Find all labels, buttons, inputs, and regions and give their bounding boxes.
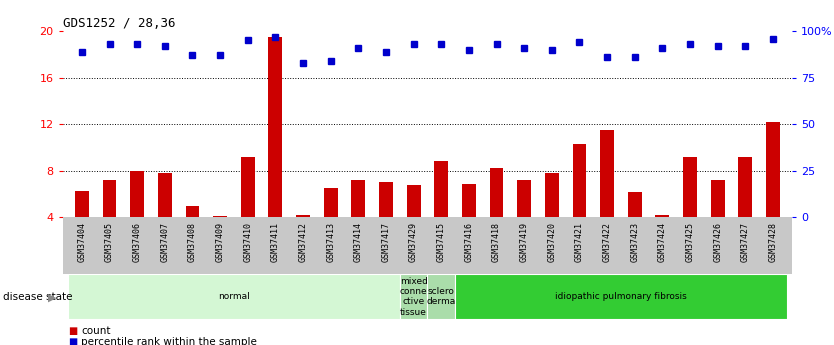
Text: GSM37406: GSM37406: [133, 222, 142, 262]
Bar: [683, 157, 697, 217]
Text: GSM37423: GSM37423: [631, 222, 639, 262]
Bar: [656, 215, 670, 217]
Text: sclero
derma: sclero derma: [427, 287, 456, 306]
Bar: [462, 184, 476, 217]
Text: count: count: [81, 326, 110, 335]
Text: disease state: disease state: [3, 293, 72, 302]
Bar: [324, 188, 338, 217]
Text: GSM37415: GSM37415: [437, 222, 445, 262]
Bar: [103, 180, 117, 217]
Text: GSM37420: GSM37420: [547, 222, 556, 262]
Bar: [241, 157, 254, 217]
Text: ■: ■: [68, 326, 78, 335]
Text: GDS1252 / 28,36: GDS1252 / 28,36: [63, 17, 175, 30]
Text: GSM37412: GSM37412: [299, 222, 308, 262]
Text: GSM37421: GSM37421: [575, 222, 584, 262]
Text: GSM37405: GSM37405: [105, 222, 114, 262]
Text: percentile rank within the sample: percentile rank within the sample: [81, 337, 257, 345]
Text: GSM37428: GSM37428: [768, 222, 777, 262]
Bar: [351, 180, 365, 217]
Text: GSM37425: GSM37425: [686, 222, 695, 262]
Bar: [399, 274, 427, 319]
Bar: [738, 157, 752, 217]
Text: mixed
conne
ctive
tissue: mixed conne ctive tissue: [399, 277, 428, 317]
Text: GSM37422: GSM37422: [603, 222, 611, 262]
Bar: [407, 185, 420, 217]
Bar: [600, 130, 614, 217]
Bar: [379, 183, 393, 217]
Text: GSM37410: GSM37410: [244, 222, 252, 262]
Text: GSM37427: GSM37427: [741, 222, 750, 262]
Bar: [545, 173, 559, 217]
Bar: [185, 206, 199, 217]
Bar: [517, 180, 531, 217]
Text: GSM37418: GSM37418: [492, 222, 501, 262]
Bar: [711, 180, 725, 217]
Bar: [296, 215, 310, 217]
Bar: [269, 37, 282, 217]
Bar: [158, 173, 172, 217]
Text: GSM37419: GSM37419: [520, 222, 529, 262]
Bar: [766, 122, 780, 217]
Text: GSM37426: GSM37426: [713, 222, 722, 262]
Bar: [427, 274, 455, 319]
Text: GSM37417: GSM37417: [381, 222, 390, 262]
Text: GSM37409: GSM37409: [216, 222, 224, 262]
Bar: [130, 171, 144, 217]
Bar: [75, 190, 88, 217]
Bar: [435, 161, 448, 217]
Text: GSM37408: GSM37408: [188, 222, 197, 262]
Bar: [68, 274, 399, 319]
Text: GSM37416: GSM37416: [465, 222, 474, 262]
Text: GSM37411: GSM37411: [271, 222, 280, 262]
Bar: [455, 274, 786, 319]
Text: normal: normal: [218, 292, 250, 301]
Text: GSM37429: GSM37429: [409, 222, 418, 262]
Text: GSM37407: GSM37407: [160, 222, 169, 262]
Text: GSM37413: GSM37413: [326, 222, 335, 262]
Text: ■: ■: [68, 337, 78, 345]
Text: ▶: ▶: [48, 293, 57, 302]
Bar: [490, 168, 504, 217]
Bar: [214, 216, 227, 217]
Bar: [628, 192, 641, 217]
Text: idiopathic pulmonary fibrosis: idiopathic pulmonary fibrosis: [555, 292, 686, 301]
Text: GSM37414: GSM37414: [354, 222, 363, 262]
Bar: [573, 144, 586, 217]
Text: GSM37404: GSM37404: [78, 222, 87, 262]
Text: GSM37424: GSM37424: [658, 222, 667, 262]
